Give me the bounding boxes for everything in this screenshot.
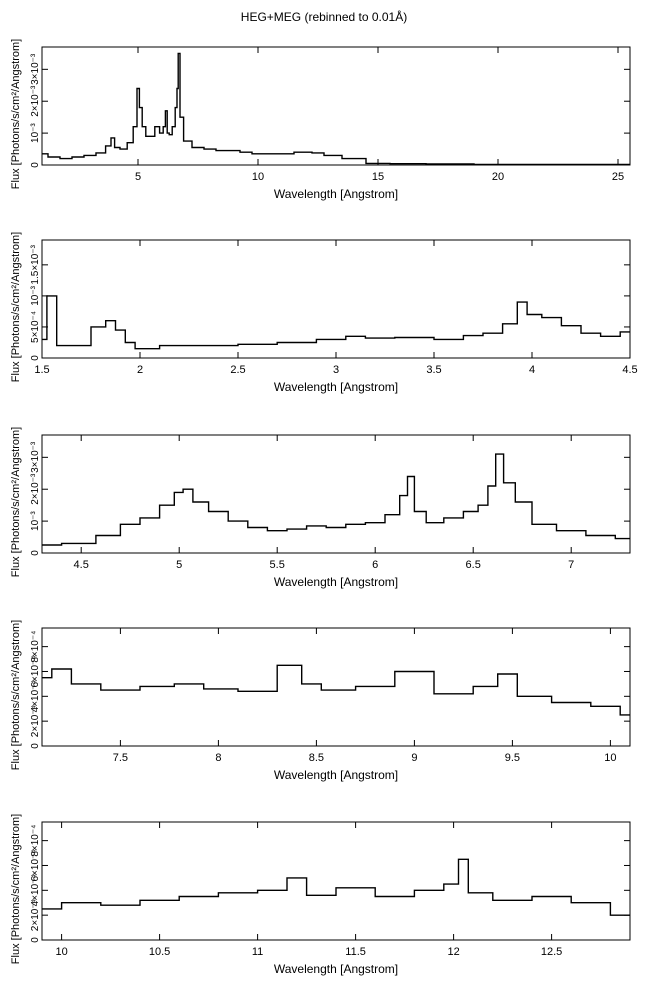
y-axis-label: Flux [Photons/s/cm²/Angstrom] (10, 232, 22, 382)
plot-frame (41, 434, 631, 554)
plot-frame (41, 46, 631, 166)
y-tick-label: 3×10⁻³ (30, 441, 41, 473)
x-tick-label: 10.5 (149, 946, 170, 958)
x-tick-label: 3.5 (426, 364, 441, 376)
y-tick-label: 10⁻³ (30, 123, 41, 143)
x-tick-label: 15 (372, 171, 384, 183)
x-tick-label: 10 (252, 171, 264, 183)
data-series-line (42, 858, 630, 916)
x-tick-label: 12.5 (541, 946, 562, 958)
x-tick-label: 11 (252, 946, 263, 958)
y-tick-label: 2×10⁻⁴ (30, 705, 41, 737)
y-tick-label: 10⁻³ (30, 285, 41, 305)
data-series-line (42, 664, 630, 716)
y-tick-label: 4×10⁻⁴ (30, 680, 41, 712)
y-tick-label: 10⁻³ (30, 511, 41, 531)
y-tick-label: 6×10⁻⁴ (30, 655, 41, 687)
y-tick-label: 0 (30, 937, 41, 943)
x-axis-label: Wavelength [Angstrom] (274, 962, 398, 976)
y-tick-label: 8×10⁻⁴ (30, 631, 41, 663)
figure-title: HEG+MEG (rebinned to 0.01Å) (240, 10, 408, 24)
x-tick-label: 12 (447, 946, 459, 958)
x-tick-label: 6 (372, 559, 378, 571)
x-tick-label: 9 (411, 752, 417, 764)
x-tick-label: 9.5 (505, 752, 520, 764)
x-axis-label: Wavelength [Angstrom] (274, 187, 398, 201)
x-axis-label: Wavelength [Angstrom] (274, 380, 398, 394)
x-tick-label: 3 (333, 364, 339, 376)
x-tick-label: 7 (568, 559, 574, 571)
y-tick-label: 5×10⁻⁴ (30, 311, 41, 343)
panel-3: 4.5 5 5.5 6 6.5 7 0 10⁻³ 2×10⁻³3×10⁻³ Wavelength … (10, 427, 631, 589)
panel-2: 1.5 2 2.5 3 3.5 4 4.5 0 5×10⁻⁴ 10⁻³1.5×10⁻³ Wavele… (10, 232, 638, 394)
plot-frame (41, 239, 631, 359)
y-axis-label: Flux [Photons/s/cm²/Angstrom] (10, 620, 22, 770)
x-tick-label: 10 (55, 946, 67, 958)
data-series-line (42, 52, 630, 166)
x-tick-label: 7.5 (113, 752, 128, 764)
y-tick-label: 2×10⁻³ (30, 85, 41, 117)
panel-1: 5 10 15 20 25 0 10⁻³ 2×10⁻³3×10⁻³ Wavelength [An… (10, 39, 631, 201)
plot-frame (41, 821, 631, 941)
x-tick-label: 10 (604, 752, 616, 764)
y-axis-label: Flux [Photons/s/cm²/Angstrom] (10, 814, 22, 964)
y-tick-label: 6×10⁻⁴ (30, 849, 41, 881)
y-tick-label: 8×10⁻⁴ (30, 825, 41, 857)
y-tick-label: 2×10⁻⁴ (30, 899, 41, 931)
x-tick-label: 8.5 (309, 752, 324, 764)
x-axis-label: Wavelength [Angstrom] (274, 768, 398, 782)
x-tick-label: 8 (215, 752, 221, 764)
y-tick-label: 0 (30, 355, 41, 361)
panel-5: 10 10.5 11 11.5 12 12.5 0 2×10⁻⁴4×10⁻⁴6×10⁻⁴8×1… (10, 814, 631, 976)
x-tick-label: 2.5 (230, 364, 245, 376)
x-tick-label: 5 (135, 171, 141, 183)
x-tick-label: 11.5 (345, 946, 366, 958)
plot-frame (41, 627, 631, 747)
x-tick-label: 5.5 (270, 559, 285, 571)
x-tick-label: 20 (492, 171, 504, 183)
y-axis-label: Flux [Photons/s/cm²/Angstrom] (10, 427, 22, 577)
y-tick-label: 2×10⁻³ (30, 473, 41, 505)
x-tick-label: 5 (176, 559, 182, 571)
y-axis-label: Flux [Photons/s/cm²/Angstrom] (10, 39, 22, 189)
x-tick-label: 6.5 (466, 559, 481, 571)
x-tick-label: 2 (137, 364, 143, 376)
x-axis-label: Wavelength [Angstrom] (274, 575, 398, 589)
panel-4: 7.5 8 8.5 9 9.5 10 0 2×10⁻⁴4×10⁻⁴6×10⁻⁴8×10⁻⁴ Wa… (10, 620, 631, 782)
data-series-line (42, 295, 630, 350)
data-series-line (42, 453, 630, 546)
y-tick-label: 0 (30, 743, 41, 749)
y-tick-label: 4×10⁻⁴ (30, 874, 41, 906)
x-tick-label: 1.5 (34, 364, 49, 376)
x-tick-label: 4.5 (622, 364, 637, 376)
y-tick-label: 0 (30, 162, 41, 168)
y-tick-label: 1.5×10⁻³ (30, 244, 41, 284)
x-tick-label: 4 (529, 364, 535, 376)
x-tick-label: 4.5 (74, 559, 89, 571)
x-tick-label: 25 (612, 171, 624, 183)
y-tick-label: 3×10⁻³ (30, 53, 41, 85)
y-tick-label: 0 (30, 550, 41, 556)
